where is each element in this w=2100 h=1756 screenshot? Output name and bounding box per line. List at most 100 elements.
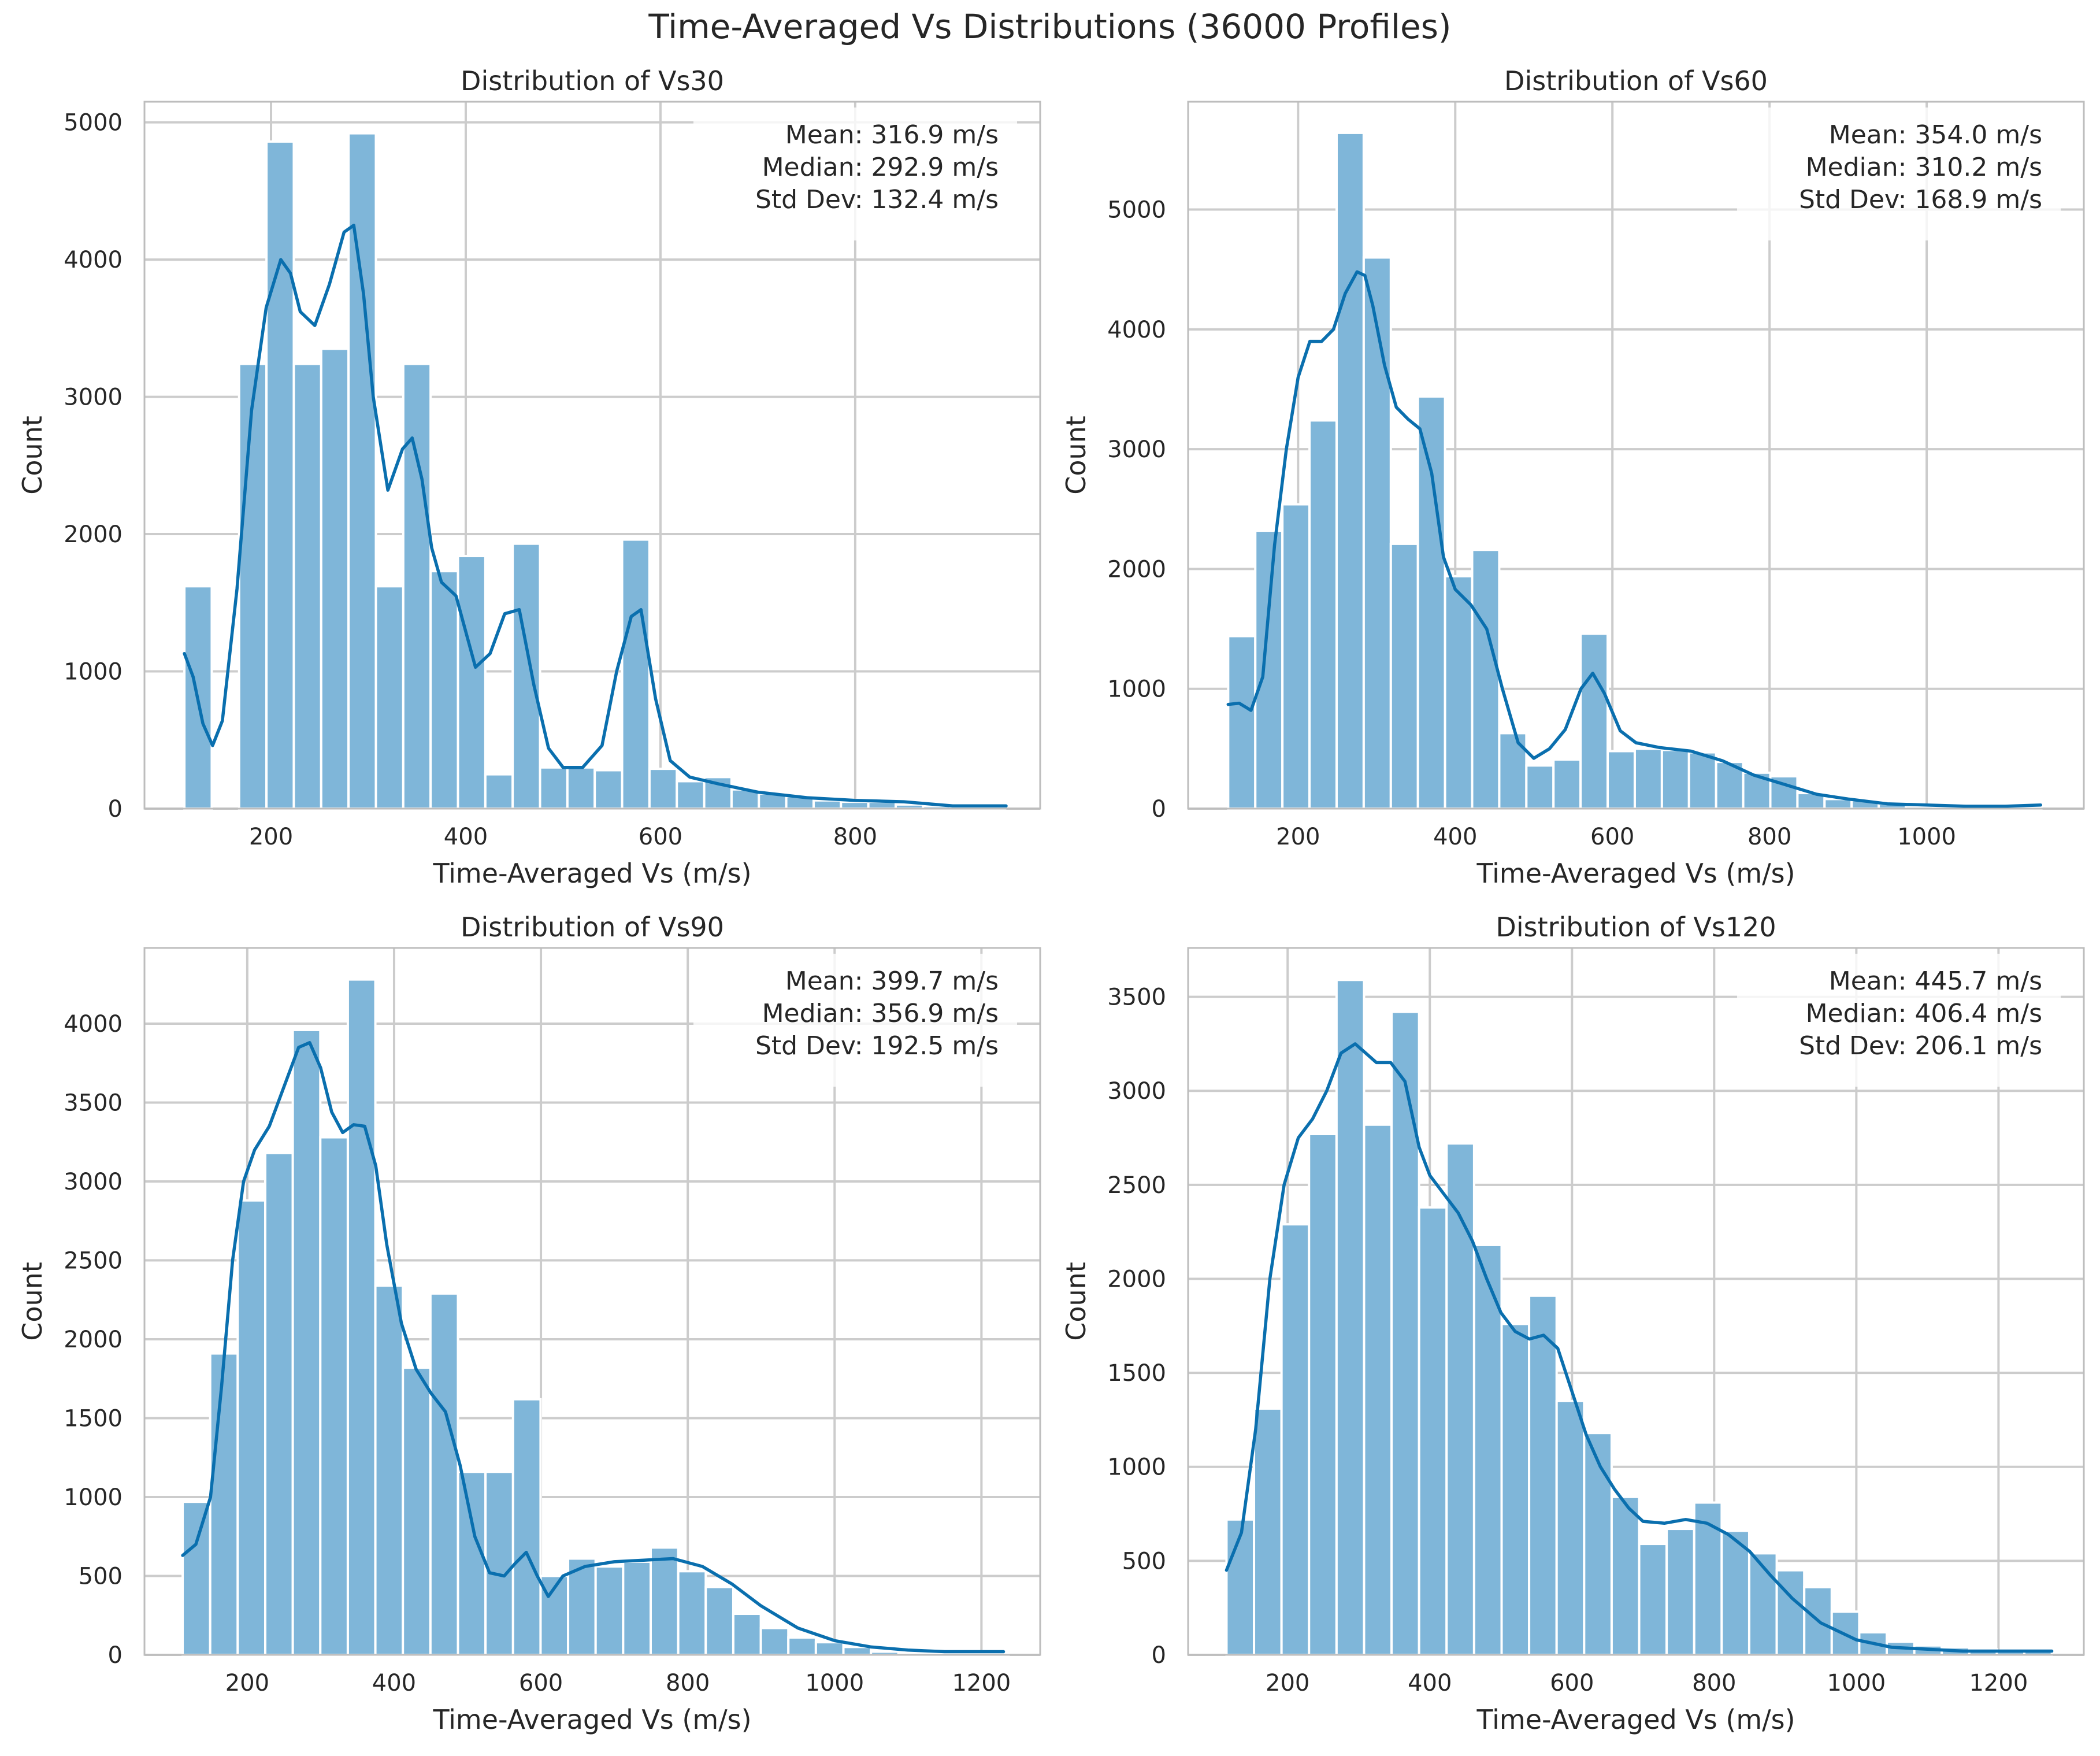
- histogram-bar: [319, 1136, 349, 1656]
- stats-text: Median: 292.9 m/s: [762, 153, 999, 182]
- y-axis-label: Count: [1060, 416, 1092, 495]
- y-tick-label: 2500: [1107, 1172, 1166, 1199]
- histogram-bar: [346, 978, 377, 1656]
- histogram-bar: [1606, 750, 1636, 810]
- x-tick-label: 200: [1266, 1670, 1309, 1696]
- histogram-bar: [264, 1151, 294, 1657]
- y-axis-label: Count: [17, 1262, 48, 1341]
- stats-text: Median: 356.9 m/s: [762, 999, 999, 1028]
- histogram-bar: [1389, 542, 1419, 810]
- histogram-bar: [1444, 575, 1474, 810]
- histogram-bar: [1552, 758, 1582, 810]
- histogram-bar: [1579, 632, 1609, 810]
- stats-text: Std Dev: 168.9 m/s: [1799, 185, 2042, 214]
- histogram-bar: [511, 1398, 542, 1656]
- stats-text: Mean: 445.7 m/s: [1829, 966, 2042, 996]
- x-tick-label: 800: [1692, 1670, 1736, 1696]
- histogram-bar: [181, 1501, 212, 1657]
- x-tick-label: 400: [444, 824, 488, 850]
- histogram-bar: [1555, 1399, 1586, 1656]
- chart-panel-1: 200 400 600 800 0 1000 2000 3000 4000 5000 Time-Av…: [17, 65, 1041, 889]
- histogram-bar: [1498, 732, 1528, 810]
- histogram-bar: [1335, 979, 1366, 1656]
- histogram-bar: [1280, 1223, 1311, 1656]
- stats-box: [693, 954, 1017, 1087]
- histogram-bar: [236, 1199, 266, 1656]
- x-tick-label: 800: [1747, 824, 1791, 850]
- y-tick-label: 2000: [64, 521, 123, 548]
- stats-box: [693, 108, 1017, 240]
- x-tick-label: 400: [1408, 1670, 1452, 1696]
- y-axis-label: Count: [1060, 1262, 1092, 1341]
- histogram-bar: [1335, 131, 1365, 810]
- chart-panel-4: 200 400 600 800 1000 1200 0 500 1000 1500 2000 2500…: [1060, 912, 2085, 1735]
- histogram-bar: [676, 780, 706, 810]
- histogram-bar: [347, 132, 377, 810]
- y-tick-label: 4000: [64, 1011, 123, 1038]
- histogram-bar: [429, 1292, 459, 1656]
- stats-text: Median: 310.2 m/s: [1806, 153, 2042, 182]
- histogram-bar: [457, 1470, 487, 1656]
- subplot-title: Distribution of Vs60: [1504, 65, 1768, 97]
- subplot-title: Distribution of Vs30: [461, 65, 724, 97]
- x-tick-label: 800: [666, 1670, 710, 1696]
- chart-panel-3: 200 400 600 800 1000 1200 0 500 1000 1500 2000 2500…: [17, 912, 1041, 1735]
- histogram-bar: [292, 362, 322, 810]
- y-tick-label: 3500: [64, 1090, 123, 1117]
- histogram-bar: [1471, 549, 1501, 810]
- histogram-bar: [812, 799, 843, 810]
- histogram-bar: [457, 555, 487, 810]
- histogram-bar: [759, 1627, 790, 1657]
- y-tick-label: 0: [1152, 796, 1166, 823]
- histogram-bar: [1660, 749, 1690, 810]
- x-axis-label: Time-Averaged Vs (m/s): [432, 1704, 751, 1735]
- y-tick-label: 0: [1152, 1642, 1166, 1669]
- x-axis-label: Time-Averaged Vs (m/s): [432, 858, 751, 889]
- x-tick-label: 600: [1550, 1670, 1594, 1696]
- histogram-bar: [1610, 1495, 1641, 1657]
- histogram-bar: [1390, 1010, 1420, 1656]
- y-tick-label: 4000: [1107, 317, 1166, 343]
- histogram-bar: [1416, 395, 1446, 810]
- histogram-bar: [265, 140, 295, 810]
- histogram-bar: [1308, 1133, 1338, 1656]
- stats-text: Mean: 399.7 m/s: [785, 966, 999, 996]
- y-tick-label: 2500: [64, 1248, 123, 1275]
- x-tick-label: 1200: [1969, 1670, 2028, 1696]
- histogram-bar: [402, 1366, 432, 1656]
- histogram-bar: [593, 769, 624, 810]
- histogram-bar: [732, 1613, 762, 1656]
- x-tick-label: 400: [1433, 824, 1477, 850]
- histogram-bar: [1227, 635, 1257, 810]
- x-tick-label: 1000: [1827, 1670, 1886, 1696]
- y-tick-label: 2000: [1107, 556, 1166, 583]
- histogram-bar: [374, 585, 405, 810]
- histogram-bar: [209, 1352, 239, 1657]
- y-tick-label: 3000: [64, 384, 123, 411]
- y-tick-label: 0: [108, 796, 123, 823]
- histogram-bar: [402, 362, 432, 810]
- histogram-bar: [1775, 1569, 1806, 1657]
- histogram-bars: [181, 978, 1010, 1657]
- histogram-bar: [1418, 1206, 1448, 1656]
- chart-panel-2: 200 400 600 800 1000 0 1000 2000 3000 4000 5000 Tim…: [1060, 65, 2085, 889]
- histogram-bar: [374, 1284, 405, 1657]
- x-tick-label: 200: [249, 824, 293, 850]
- x-tick-label: 600: [519, 1670, 563, 1696]
- plot-frame: [1187, 947, 2085, 1656]
- histogram-bar: [511, 542, 541, 810]
- histogram-bar: [1583, 1432, 1613, 1657]
- stats-text: Median: 406.4 m/s: [1806, 999, 2042, 1028]
- histogram-bar: [1281, 503, 1311, 810]
- plot-frame: [143, 101, 1041, 810]
- histogram-bar: [842, 1646, 873, 1656]
- y-tick-label: 3000: [1107, 1078, 1166, 1105]
- histogram-bar: [787, 1636, 817, 1656]
- x-tick-label: 200: [1276, 824, 1320, 850]
- histogram-bar: [1500, 1322, 1531, 1657]
- histogram-bar: [1445, 1142, 1475, 1656]
- stats-text: Std Dev: 192.5 m/s: [755, 1031, 999, 1061]
- histogram-bar: [566, 766, 596, 810]
